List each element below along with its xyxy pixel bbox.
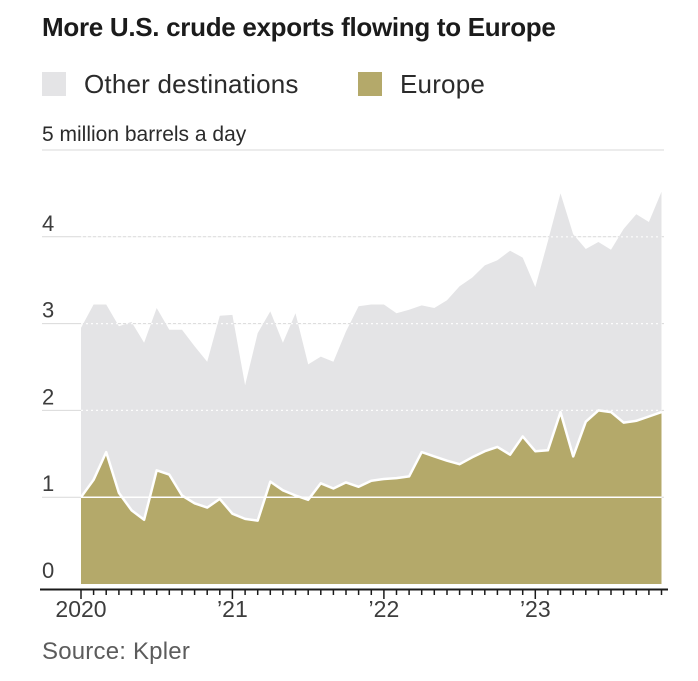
legend-swatch-europe [358,72,382,96]
y-axis-unit-label: 5 million barrels a day [42,123,247,146]
svg-text:2020: 2020 [55,596,106,622]
x-tick-labels: 2020 ’21 ’22 ’23 [55,596,550,622]
svg-text:’23: ’23 [520,596,551,622]
legend-swatch-other-destinations [42,72,66,96]
legend-item-europe: Europe [358,68,486,99]
svg-text:2: 2 [42,384,54,409]
svg-text:’21: ’21 [217,596,248,622]
legend-item-other-destinations: Other destinations [42,68,299,99]
legend-label-europe: Europe [400,68,486,99]
x-axis [40,588,668,599]
gridline-overlays [81,236,662,498]
chart-title: More U.S. crude exports flowing to Europ… [42,12,556,42]
source-note: Source: Kpler [42,638,191,665]
svg-text:4: 4 [42,211,54,236]
y-tick-labels: 0 1 2 3 4 [42,211,54,583]
svg-text:3: 3 [42,298,54,323]
svg-text:’22: ’22 [369,596,400,622]
legend-label-other-destinations: Other destinations [84,68,299,99]
svg-text:0: 0 [42,558,54,583]
europe-top-line [79,409,662,522]
svg-text:1: 1 [42,471,54,496]
